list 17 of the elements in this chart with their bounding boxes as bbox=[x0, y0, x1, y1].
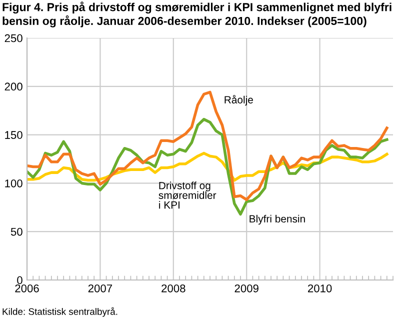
line-series bbox=[27, 90, 388, 202]
y-tick-label: 50 bbox=[10, 228, 22, 236]
y-tick-label: 250 bbox=[4, 34, 22, 42]
y-tick-label: 100 bbox=[5, 179, 22, 188]
x-tick-label: 2006 bbox=[15, 284, 39, 292]
series-label: Råolje bbox=[224, 94, 253, 106]
text: Kilde: Statistisk sentralbyrå. bbox=[2, 307, 118, 317]
x-tick-label: 2008 bbox=[162, 284, 186, 292]
y-tick-label: 0 bbox=[17, 276, 22, 284]
x-tick-label: 2010 bbox=[308, 284, 332, 292]
x-tick-label: 2007 bbox=[88, 284, 112, 292]
series-label: Drivstoff og smøremidler i KPI bbox=[158, 182, 216, 209]
x-tick-label: 2009 bbox=[234, 284, 258, 292]
chart-title: Figur 4. Pris på drivstoff og smøremidler i KPI sammenlignet med blyfri bensin og råolje. Januar 2006-desember 2010. Indekser (2005=100) bbox=[2, 2, 392, 28]
y-tick-label: 150 bbox=[5, 131, 22, 139]
y-tick-label: 200 bbox=[4, 82, 22, 91]
series-label: Blyfri bensin bbox=[250, 214, 305, 225]
